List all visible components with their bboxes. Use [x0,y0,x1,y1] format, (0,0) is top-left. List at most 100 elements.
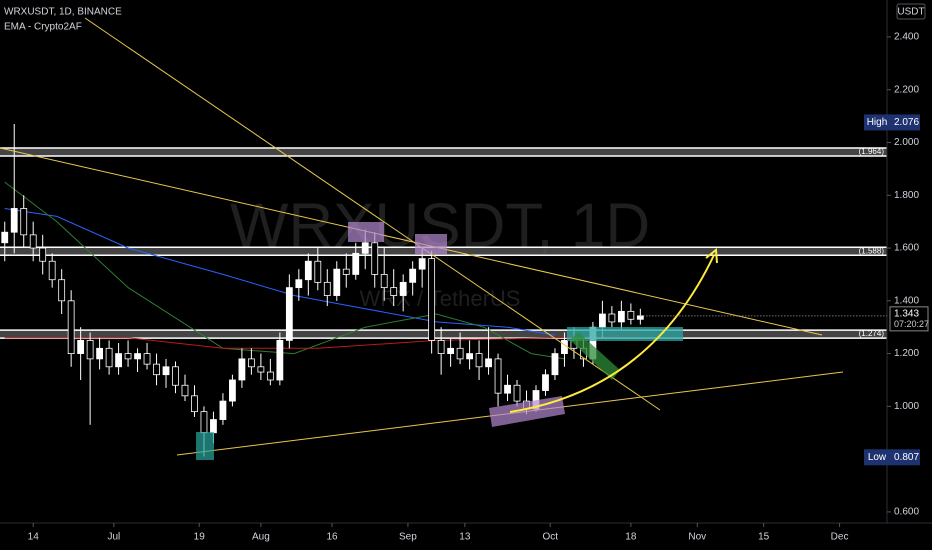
candle-body [352,252,360,275]
chart-title: WRXUSDT, 1D, BINANCE [4,7,122,18]
level-label: (1.274) [859,329,885,338]
candle-body [485,358,492,368]
candle-body [29,234,37,249]
y-tick-label: 1.600 [894,243,919,254]
currency-box [896,3,926,20]
highlight-box [570,332,620,380]
candle-body [342,268,350,275]
watermark-subtitle: WRX / TetherUS [360,286,521,311]
y-tick-label: 1.800 [894,190,919,201]
candle-body [266,371,274,381]
candle-body [409,268,417,283]
candle-body [617,310,625,323]
candle-body [96,347,104,360]
y-tick-label: 0.600 [894,507,919,518]
x-tick-label: 19 [194,532,206,543]
candle-body [257,366,265,373]
candle-body [229,379,236,402]
level-band [0,147,887,156]
x-tick-label: Oct [542,532,558,543]
y-tick-label: 1.200 [894,348,919,359]
candle-body [105,347,113,368]
candle-body [172,366,179,386]
candle-body [124,353,132,360]
low-value: 0.807 [894,452,919,463]
candle-body [494,358,502,394]
ema-line [4,334,641,349]
ema-line [4,181,565,360]
candle-body [191,395,198,413]
candle-body [504,384,511,394]
candle-body [67,300,75,354]
candle-body [475,353,483,368]
candle-body [162,366,170,376]
high-value: 2.076 [894,117,919,128]
low-label: Low [868,452,887,463]
candle-body [314,260,322,283]
candle-body [210,419,217,434]
x-tick-label: Aug [252,532,270,543]
x-tick-label: Sep [399,532,417,543]
level-band [0,330,887,339]
x-tick-label: 18 [625,532,637,543]
candle-body [181,384,189,397]
projection-arrow [509,254,715,413]
x-tick-label: 13 [459,532,471,543]
high-label: High [867,117,888,128]
last-price: 1.343 [894,308,919,319]
candle-body [636,315,644,320]
x-tick-label: 16 [326,532,338,543]
candle-body [247,358,255,368]
low-label-box [864,449,890,466]
candle-body [428,258,436,341]
candle-body [561,339,568,354]
candle-body [153,363,160,376]
candle-body [86,339,94,360]
candle-body [276,339,284,381]
candle-body [399,281,407,296]
candle-body [466,353,473,360]
y-tick-label: 2.400 [894,32,919,43]
arrow-head [705,248,718,264]
candle-body [143,353,151,365]
candle-body [20,208,28,236]
highlight-box [348,222,384,242]
trend-line [84,17,661,411]
candle-body [219,400,227,420]
candle-body [134,353,141,360]
y-tick-label: 1.000 [894,401,919,412]
candle-body [361,242,369,254]
candle-body [551,353,559,376]
candle-body [10,208,18,233]
candle-body [115,353,122,368]
candle-body [437,339,445,354]
candle-body [48,260,56,281]
countdown: 07:20:27 [894,319,929,329]
x-tick-label: Jul [107,532,120,543]
candle-body [1,231,9,244]
candle-body [542,374,549,391]
candle-body [77,339,85,354]
level-label: (1.964) [859,147,885,156]
candle-body [380,274,388,289]
candle-body [304,260,312,281]
y-tick-label: 2.000 [894,137,919,148]
candle-body [333,268,341,296]
candle-body [39,247,47,262]
candle-body [285,287,293,341]
ema-line [4,208,556,336]
highlight-box [567,327,683,341]
indicator-label: EMA - Crypto2AF [4,22,82,33]
highlight-box [196,432,214,460]
high-value-box [890,114,920,131]
candle-body [390,287,398,296]
candle-body [599,313,606,328]
y-tick-label: 2.200 [894,84,919,95]
x-tick-label: 14 [28,532,40,543]
candle-body [608,313,616,323]
candle-body [456,347,464,360]
candle-body [513,384,521,402]
x-tick-label: Nov [688,532,706,543]
